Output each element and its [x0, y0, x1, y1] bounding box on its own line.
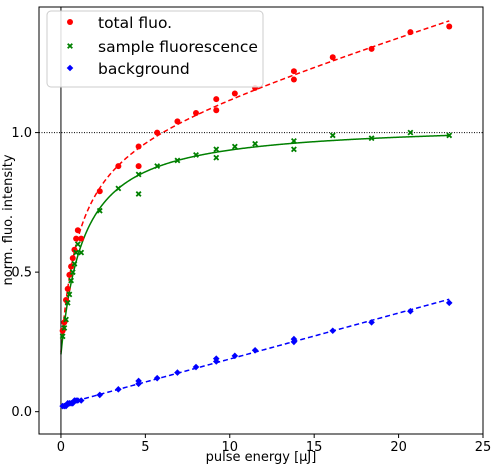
data-point-series-2 [77, 397, 85, 404]
legend-label-background: background [98, 60, 190, 78]
data-point-series-0 [193, 110, 200, 117]
data-point-series-0 [69, 255, 76, 262]
data-point-series-1 [74, 241, 81, 248]
data-point-series-1 [61, 325, 68, 331]
data-point-series-0 [368, 45, 375, 52]
data-point-series-0 [213, 107, 220, 114]
data-point-series-0 [74, 227, 81, 234]
legend: total fluo. sample fluorescence backgrou… [46, 10, 264, 88]
data-point-series-1 [64, 299, 71, 306]
data-point-series-1 [290, 146, 297, 153]
plot-frame [38, 6, 484, 435]
x-tick-label: 0 [57, 440, 65, 455]
data-point-series-0 [78, 235, 85, 242]
y-tick-label: 1.0 [11, 126, 32, 141]
data-point-series-2 [153, 374, 161, 382]
data-point-series-1 [213, 146, 220, 153]
data-point-series-2 [74, 397, 82, 404]
data-point-series-2 [69, 400, 77, 407]
data-point-series-1 [135, 191, 142, 197]
legend-marker-series-2 [66, 64, 74, 72]
y-axis-label: norm. fluo. intensity [1, 154, 16, 285]
legend-label-sample-fluorescence: sample fluorescence [98, 38, 258, 56]
data-point-series-2 [290, 335, 298, 343]
data-point-series-1 [73, 249, 80, 256]
x-tick-label: 10 [221, 440, 238, 455]
data-point-series-0 [64, 285, 71, 292]
x-tick-label: 25 [475, 440, 491, 455]
data-point-series-0 [96, 188, 103, 195]
data-point-series-2 [329, 327, 337, 335]
data-point-series-2 [251, 346, 259, 354]
data-point-series-1 [69, 269, 76, 276]
data-point-series-1 [213, 154, 220, 161]
data-point-series-1 [290, 138, 297, 144]
data-point-series-1 [252, 140, 259, 147]
data-point-series-0 [174, 118, 181, 125]
data-point-series-0 [135, 163, 142, 170]
data-point-series-2 [231, 352, 239, 360]
data-point-series-1 [174, 157, 181, 164]
data-point-series-0 [115, 163, 122, 170]
data-point-series-1 [193, 151, 199, 158]
data-point-series-2 [135, 377, 142, 385]
y-tick-label: 0.0 [11, 405, 32, 420]
x-tick-label: 15 [306, 440, 323, 455]
y-axis-ticks: 0.0 0.5 1.0 [11, 126, 39, 420]
data-point-series-1 [68, 277, 75, 284]
data-point-series-0 [290, 76, 297, 83]
legend-marker-series-0 [67, 19, 73, 25]
data-point-series-1 [231, 143, 238, 150]
data-point-series-2 [115, 386, 122, 393]
data-point-series-1 [63, 316, 69, 323]
data-point-series-0 [213, 96, 220, 103]
x-axis-label: pulse energy [μJ] [206, 450, 317, 465]
legend-markers [66, 19, 74, 72]
data-point-series-1 [154, 163, 161, 170]
data-point-series-2 [174, 369, 181, 376]
data-point-series-1 [329, 132, 336, 139]
data-point-series-1 [135, 171, 142, 178]
data-point-series-1 [446, 132, 453, 139]
data-point-series-0 [73, 235, 80, 242]
data-point-series-1 [115, 185, 122, 192]
data-point-series-0 [329, 54, 336, 61]
data-point-series-2 [445, 299, 453, 307]
data-point-series-0 [290, 68, 297, 75]
data-point-series-1 [368, 135, 375, 142]
x-tick-label: 5 [141, 440, 149, 455]
data-point-series-2 [407, 307, 414, 315]
data-point-series-0 [407, 29, 414, 36]
fit-line-series-1 [60, 134, 450, 355]
data-point-series-1 [71, 260, 78, 267]
legend-label-total-fluo: total fluo. [98, 14, 172, 32]
data-points [59, 23, 453, 410]
y-tick-label: 0.5 [11, 266, 32, 281]
x-tick-label: 20 [390, 440, 407, 455]
legend-marker-series-1 [67, 43, 73, 49]
data-point-series-1 [78, 249, 85, 256]
x-axis-ticks: 0 5 10 15 20 25 [57, 434, 491, 455]
data-point-series-1 [407, 129, 414, 136]
data-point-series-1 [59, 333, 66, 340]
data-point-series-0 [154, 129, 161, 136]
data-point-series-2 [192, 363, 200, 371]
data-point-series-1 [96, 207, 103, 214]
data-point-series-2 [96, 391, 104, 399]
data-point-series-0 [135, 143, 142, 150]
data-point-series-2 [368, 319, 375, 326]
data-point-series-1 [66, 291, 73, 298]
data-point-series-0 [231, 90, 238, 97]
legend-frame [46, 10, 264, 88]
data-point-series-2 [212, 355, 220, 362]
data-point-series-0 [446, 23, 453, 30]
